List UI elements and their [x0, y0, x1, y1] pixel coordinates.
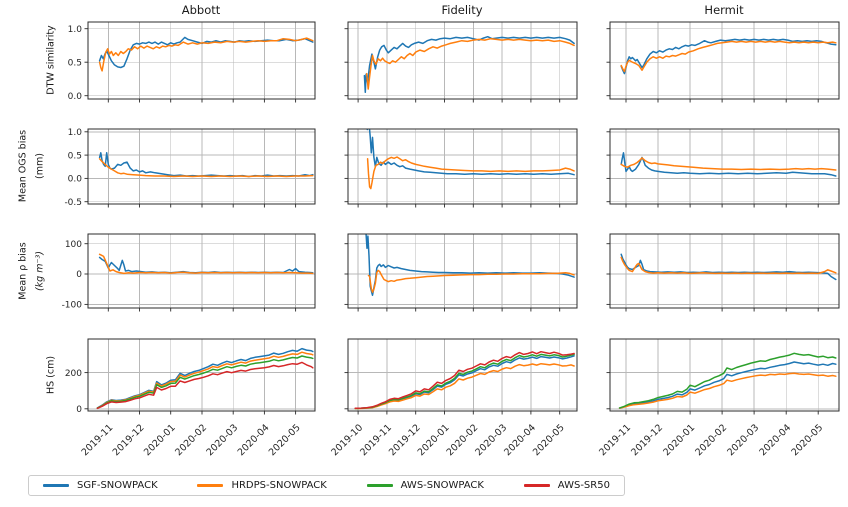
panel-hermit-hs: 2019-112019-122020-012020-022020-032020-… — [597, 338, 840, 458]
series-aws-sr50 — [96, 361, 314, 410]
panel-border — [609, 128, 840, 205]
panel-border — [87, 21, 316, 100]
legend-line-swatch — [43, 484, 69, 487]
column-title-abbott: Abbott — [181, 3, 221, 17]
xtick-label: 2020-01 — [142, 422, 178, 458]
xtick-label: 2019-12 — [629, 422, 665, 458]
panel-fidelity-ogs — [344, 128, 578, 208]
series-aws-snowpack — [618, 352, 837, 409]
series-hrdps-snowpack — [620, 157, 837, 171]
ylabel-ogs-bias-line1: Mean OGS bias — [17, 129, 29, 203]
series-hrdps-snowpack — [620, 256, 837, 275]
xtick-label: 2020-05 — [531, 422, 567, 458]
series-aws-sr50 — [354, 350, 575, 410]
xtick-label: 2020-01 — [661, 422, 697, 458]
panel-border — [609, 338, 840, 412]
ytick-label: 0.5 — [68, 151, 82, 161]
series-hrdps-snowpack — [354, 362, 575, 410]
series-hrdps-snowpack — [98, 37, 314, 72]
series-sgf-snowpack — [618, 361, 837, 409]
series-sgf-snowpack — [620, 152, 837, 177]
series-sgf-snowpack — [620, 38, 837, 75]
panel-abbott-rho: -100 0 100 — [62, 233, 316, 312]
xtick-label: 2019-11 — [80, 422, 116, 458]
panel-border — [347, 338, 578, 412]
xtick-label: 2020-02 — [173, 422, 209, 458]
legend: SGF-SNOWPACK HRDPS-SNOWPACK AWS-SNOWPACK AW… — [28, 475, 625, 496]
panel-abbott-hs: 02002019-112019-122020-012020-022020-032… — [65, 338, 316, 458]
panel-hermit-dtw — [606, 21, 840, 103]
legend-item-aws-sr50: AWS-SR50 — [523, 480, 610, 491]
series-sgf-snowpack — [363, 35, 575, 94]
xtick-label: 2020-04 — [757, 422, 793, 458]
panel-border — [87, 128, 316, 205]
series-hrdps-snowpack — [96, 351, 314, 409]
panel-abbott-dtw: 0.0 0.5 1.0 — [68, 21, 316, 103]
ylabel-dtw-similarity: DTW similarity — [45, 25, 57, 95]
series-hrdps-snowpack — [98, 253, 314, 275]
ytick-label: 0 — [76, 270, 82, 280]
legend-item-sgf-snowpack: SGF-SNOWPACK — [43, 480, 158, 491]
legend-label: HRDPS-SNOWPACK — [231, 480, 327, 491]
ytick-label: -100 — [62, 301, 83, 311]
ylabel-rho-bias-line1: Mean ρ bias — [17, 242, 29, 300]
panel-border — [347, 128, 578, 205]
series-hrdps-snowpack — [365, 37, 575, 90]
series-hrdps-snowpack — [618, 372, 837, 409]
panel-fidelity-hs: 2019-102019-112019-122020-012020-022020-… — [329, 338, 578, 458]
xtick-label: 2019-11 — [597, 422, 633, 458]
panel-border — [87, 338, 316, 412]
ytick-label: 1.0 — [68, 128, 83, 138]
panel-border — [609, 233, 840, 309]
panel-fidelity-dtw — [344, 21, 578, 103]
series-hrdps-snowpack — [367, 269, 575, 293]
series-hrdps-snowpack — [98, 158, 314, 178]
xtick-label: 2019-12 — [111, 422, 147, 458]
panel-fidelity-rho — [344, 233, 578, 312]
legend-label: SGF-SNOWPACK — [77, 480, 158, 491]
series-aws-snowpack — [96, 355, 314, 409]
xtick-label: 2020-02 — [693, 422, 729, 458]
ytick-label: 0 — [76, 405, 82, 415]
xtick-label: 2020-05 — [267, 422, 303, 458]
panel-hermit-rho — [606, 233, 840, 312]
series-hrdps-snowpack — [620, 40, 837, 73]
ytick-label: 0.0 — [68, 175, 83, 185]
ytick-label: 100 — [65, 240, 82, 250]
legend-line-swatch — [366, 484, 393, 487]
series-aws-snowpack — [354, 353, 575, 410]
ytick-label: 200 — [65, 369, 82, 379]
ytick-label: 1.0 — [68, 25, 83, 35]
ytick-label: 0.0 — [68, 92, 83, 102]
legend-label: AWS-SNOWPACK — [400, 480, 484, 491]
xtick-label: 2020-03 — [725, 422, 761, 458]
column-title-hermit: Hermit — [704, 3, 744, 17]
panel-border — [347, 233, 578, 309]
column-title-fidelity: Fidelity — [441, 3, 483, 17]
panel-border — [609, 21, 840, 100]
series-hrdps-snowpack — [366, 156, 575, 190]
legend-item-hrdps-snowpack: HRDPS-SNOWPACK — [197, 480, 327, 491]
panel-border — [347, 21, 578, 100]
ytick-label: 0.5 — [68, 58, 82, 68]
legend-item-aws-snowpack: AWS-SNOWPACK — [366, 480, 484, 491]
ylabel-ogs-bias-line2: (mm) — [34, 153, 46, 179]
legend-label: AWS-SR50 — [557, 480, 610, 491]
xtick-label: 2020-03 — [204, 422, 240, 458]
ytick-label: -0.5 — [64, 198, 82, 208]
xtick-label: 2020-05 — [789, 422, 825, 458]
legend-line-swatch — [197, 484, 224, 487]
xtick-label: 2020-04 — [236, 422, 272, 458]
panel-hermit-ogs — [606, 128, 840, 208]
ylabel-rho-bias-line2: (kg m⁻³) — [34, 250, 46, 292]
ylabel-hs: HS (cm) — [45, 355, 57, 395]
panel-abbott-ogs: -0.5 0.0 0.5 1.0 — [64, 128, 316, 208]
legend-line-swatch — [523, 484, 550, 487]
panel-border — [87, 233, 316, 309]
